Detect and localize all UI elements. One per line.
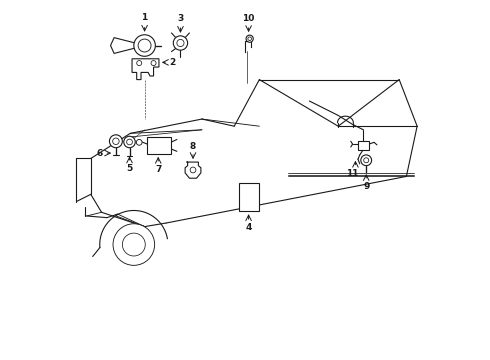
Polygon shape	[132, 59, 159, 80]
Text: 5: 5	[126, 164, 133, 173]
Circle shape	[113, 224, 155, 265]
Circle shape	[136, 139, 142, 145]
Bar	[147, 136, 171, 154]
Circle shape	[124, 136, 135, 148]
Text: 11: 11	[346, 168, 359, 177]
Text: 4: 4	[245, 224, 252, 233]
Text: 7: 7	[155, 165, 161, 174]
Text: 1: 1	[142, 13, 147, 22]
Text: 8: 8	[190, 141, 196, 150]
Text: 3: 3	[177, 14, 184, 23]
Circle shape	[122, 233, 145, 256]
Text: 10: 10	[243, 14, 255, 23]
Circle shape	[138, 39, 151, 52]
Circle shape	[246, 35, 253, 42]
Text: 2: 2	[169, 58, 175, 67]
Circle shape	[151, 60, 156, 66]
Circle shape	[177, 40, 184, 46]
Circle shape	[126, 139, 132, 145]
Circle shape	[173, 36, 188, 50]
Circle shape	[134, 35, 155, 56]
Circle shape	[364, 158, 368, 163]
Text: 6: 6	[97, 149, 103, 158]
Circle shape	[113, 138, 119, 144]
Bar	[239, 183, 259, 211]
Bar	[358, 140, 368, 149]
Text: 9: 9	[363, 182, 369, 191]
Circle shape	[190, 167, 196, 173]
Circle shape	[248, 37, 251, 41]
Circle shape	[361, 155, 371, 166]
Circle shape	[109, 135, 122, 148]
Circle shape	[137, 60, 142, 66]
Polygon shape	[185, 162, 201, 178]
